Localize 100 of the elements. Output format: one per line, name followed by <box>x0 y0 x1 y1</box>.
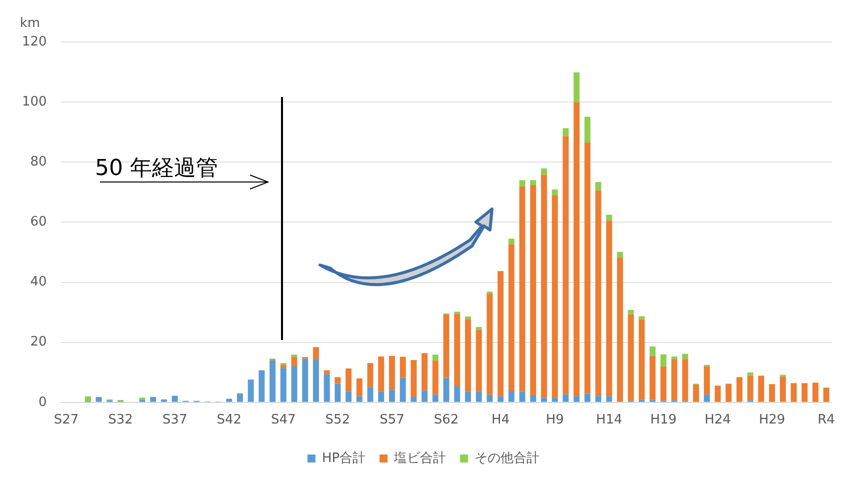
x-tick-label: S32 <box>108 412 133 428</box>
legend-label: HP合計 <box>322 450 366 466</box>
y-tick-label: 40 <box>30 274 47 290</box>
bar <box>432 354 438 361</box>
bar <box>628 310 634 314</box>
bar <box>150 396 156 402</box>
bar <box>291 357 298 366</box>
bar <box>562 128 569 136</box>
annotation: 50 年経過管 <box>95 156 218 181</box>
bar <box>400 356 406 378</box>
bar <box>606 214 612 221</box>
bar <box>400 378 406 402</box>
bar <box>346 368 352 392</box>
bar <box>465 392 471 402</box>
legend-label: 塩ビ合計 <box>393 450 446 466</box>
x-tick-label: S42 <box>216 412 242 428</box>
bar <box>367 363 374 388</box>
x-tick-label: S37 <box>162 412 188 428</box>
bar <box>682 354 688 360</box>
bar <box>693 384 699 402</box>
bar <box>465 316 471 320</box>
bar <box>280 368 286 402</box>
bar <box>508 390 514 402</box>
bar <box>584 116 590 142</box>
bar <box>248 380 254 402</box>
bar <box>422 390 428 402</box>
bar <box>258 370 265 402</box>
bar <box>552 189 558 196</box>
bar <box>465 320 471 392</box>
bar <box>562 394 569 402</box>
bar <box>574 72 580 102</box>
y-tick-label: 60 <box>30 214 47 230</box>
bar <box>280 364 286 368</box>
bar <box>541 174 547 398</box>
bar <box>389 356 395 390</box>
bar <box>356 396 362 402</box>
x-tick-label: H29 <box>758 412 786 428</box>
bar <box>236 393 243 402</box>
bar <box>519 392 526 402</box>
y-tick-label: 0 <box>38 394 47 410</box>
bar <box>410 360 417 397</box>
x-tick-label: S62 <box>434 412 459 428</box>
bar <box>378 392 384 402</box>
bar <box>291 354 298 358</box>
bar <box>606 221 612 396</box>
bar <box>584 142 590 394</box>
bar <box>498 396 504 402</box>
x-tick-label: S52 <box>325 412 350 428</box>
y-axis-title: km <box>20 16 40 31</box>
y-tick-label: 120 <box>22 34 47 50</box>
bar <box>726 384 732 402</box>
x-tick-label: S27 <box>54 412 79 428</box>
bar <box>498 271 504 396</box>
bar <box>160 399 167 402</box>
bar <box>454 386 460 402</box>
bar <box>312 360 319 402</box>
bar <box>519 186 526 392</box>
y-tick-label: 20 <box>30 334 47 350</box>
bar <box>476 392 482 402</box>
bar <box>172 396 178 402</box>
bar <box>704 394 710 402</box>
bar <box>574 396 580 402</box>
bar <box>410 396 417 402</box>
bar <box>96 396 102 402</box>
bar <box>389 390 395 402</box>
legend-label: その他合計 <box>474 450 540 466</box>
bar <box>617 257 623 402</box>
bar <box>443 314 450 378</box>
bar <box>682 359 688 401</box>
bar <box>671 359 678 400</box>
bar <box>650 346 656 356</box>
bar <box>747 372 754 376</box>
bar <box>541 168 547 175</box>
bar <box>823 388 830 402</box>
bar <box>530 184 536 396</box>
bar <box>617 252 623 258</box>
bar <box>812 382 818 402</box>
bar <box>334 377 341 384</box>
x-tick-label: S47 <box>271 412 296 428</box>
bar <box>562 136 569 394</box>
bar <box>443 378 450 402</box>
bar <box>486 294 493 395</box>
bar <box>346 392 352 402</box>
bar <box>84 396 91 401</box>
bar <box>367 387 374 402</box>
bar <box>595 396 602 402</box>
bar <box>226 398 232 402</box>
bar <box>334 384 341 402</box>
bar <box>552 195 558 398</box>
x-tick-label: H4 <box>492 412 510 428</box>
bar <box>432 394 438 402</box>
bar <box>660 354 666 366</box>
bar <box>508 238 514 244</box>
x-tick-label: S57 <box>380 412 404 428</box>
bar <box>628 314 634 401</box>
x-tick-label: H14 <box>596 412 622 428</box>
bar <box>747 376 754 400</box>
bar <box>378 356 384 392</box>
bar <box>758 376 764 402</box>
bar <box>595 182 602 191</box>
